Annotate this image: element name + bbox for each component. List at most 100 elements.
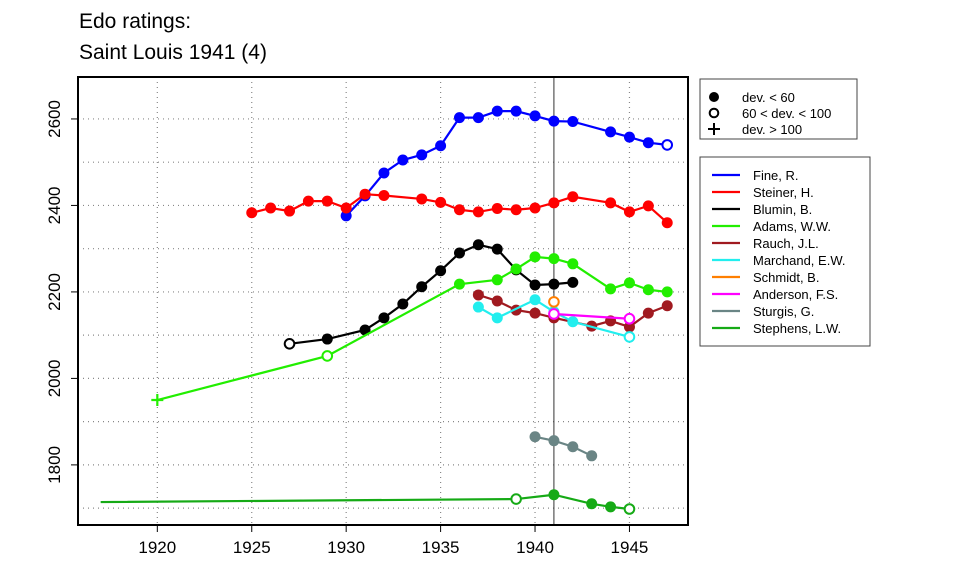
data-point-filled [510, 105, 522, 117]
data-point-filled [586, 450, 598, 462]
data-point-open [623, 331, 636, 343]
series-sturgis-g [529, 431, 598, 462]
data-point-filled [416, 281, 428, 293]
data-point-filled [491, 274, 503, 286]
data-point-filled [529, 251, 541, 263]
legend-series-label: Stephens, L.W. [753, 321, 841, 336]
series-stephens-l-w [100, 489, 636, 515]
data-point-filled [623, 321, 635, 333]
legend-box [699, 156, 871, 347]
series-adams-w-w [151, 251, 673, 407]
data-point-filled [378, 189, 390, 201]
data-point-filled [378, 167, 390, 179]
data-point-filled [491, 105, 503, 117]
series-blumin-b [283, 239, 579, 350]
data-point-filled [472, 301, 484, 313]
filled-circle-icon [709, 92, 719, 102]
data-point-filled [453, 247, 465, 259]
data-point-filled [548, 435, 560, 447]
data-point-filled [567, 276, 579, 288]
data-point-filled [416, 149, 428, 161]
legend-series-label: Sturgis, G. [753, 304, 814, 319]
data-point-filled [661, 217, 673, 229]
data-point-filled [661, 286, 673, 298]
data-point-filled [472, 289, 484, 301]
data-point-filled [359, 188, 371, 200]
legend-series-label: Steiner, H. [753, 185, 814, 200]
data-point-filled [529, 307, 541, 319]
data-point-filled [491, 202, 503, 214]
data-point-filled [302, 195, 314, 207]
legend-series-label: Marchand, E.W. [753, 253, 845, 268]
data-point-filled [567, 191, 579, 203]
data-point-filled [510, 204, 522, 216]
data-point-filled [529, 294, 541, 306]
chart-title-line-1: Edo ratings: [79, 10, 192, 33]
legend-series-label: Rauch, J.L. [753, 236, 819, 251]
series-fine-r [340, 105, 674, 222]
data-point-filled [491, 312, 503, 324]
x-tick-label: 1935 [422, 538, 460, 557]
y-tick-label: 1800 [45, 446, 64, 484]
legend-series-label: Anderson, F.S. [753, 287, 838, 302]
data-point-filled [378, 312, 390, 324]
y-tick-label: 2200 [45, 273, 64, 311]
chart-title-line-2: Saint Louis 1941 (4) [79, 41, 267, 64]
data-point-filled [491, 243, 503, 255]
series-anderson-f-s [548, 308, 636, 325]
data-point-filled [529, 431, 541, 443]
data-point-filled [453, 278, 465, 290]
data-point-open [510, 493, 522, 505]
data-point-filled [472, 206, 484, 218]
x-tick-label: 1920 [138, 538, 176, 557]
data-point-open [283, 338, 296, 350]
data-point-filled [605, 283, 617, 295]
data-point-filled [529, 110, 541, 122]
data-point-filled [548, 253, 560, 265]
series-schmidt-b [548, 296, 560, 308]
data-point-filled [567, 258, 579, 270]
data-point-filled [265, 202, 277, 214]
data-point-open [623, 312, 636, 325]
data-point-plus [151, 394, 164, 407]
data-point-filled [510, 263, 522, 275]
series-steiner-h [246, 188, 673, 229]
series-line [345, 110, 668, 217]
data-point-filled [642, 307, 654, 319]
data-point-filled [472, 239, 484, 251]
data-point-filled [642, 200, 654, 212]
data-point-filled [642, 284, 654, 296]
data-point-filled [586, 498, 598, 510]
data-point-filled [548, 489, 560, 501]
data-point-filled [548, 115, 560, 127]
data-point-filled [321, 195, 333, 207]
marker-legend-label: 60 < dev. < 100 [742, 106, 831, 121]
y-tick-label: 2000 [45, 359, 64, 397]
data-point-filled [435, 196, 447, 208]
data-point-filled [548, 278, 560, 290]
data-point-open [548, 308, 560, 320]
data-point-filled [529, 279, 541, 291]
data-point-filled [416, 193, 428, 205]
data-point-filled [435, 140, 447, 152]
x-tick-label: 1930 [327, 538, 365, 557]
data-point-filled [567, 441, 579, 453]
data-point-filled [453, 112, 465, 124]
data-point-filled [397, 154, 409, 166]
data-point-filled [623, 277, 635, 289]
legend-series-label: Blumin, B. [753, 202, 812, 217]
marker-legend-label: dev. > 100 [742, 122, 802, 137]
data-point-filled [435, 265, 447, 277]
data-point-open [548, 296, 560, 308]
data-point-open [321, 350, 334, 362]
data-point-filled [472, 112, 484, 124]
data-point-filled [246, 207, 258, 219]
y-tick-label: 2600 [45, 100, 64, 138]
data-point-filled [623, 131, 635, 143]
x-tick-label: 1925 [233, 538, 271, 557]
data-point-filled [284, 205, 296, 217]
data-point-filled [567, 316, 579, 328]
open-circle-icon [708, 107, 720, 119]
